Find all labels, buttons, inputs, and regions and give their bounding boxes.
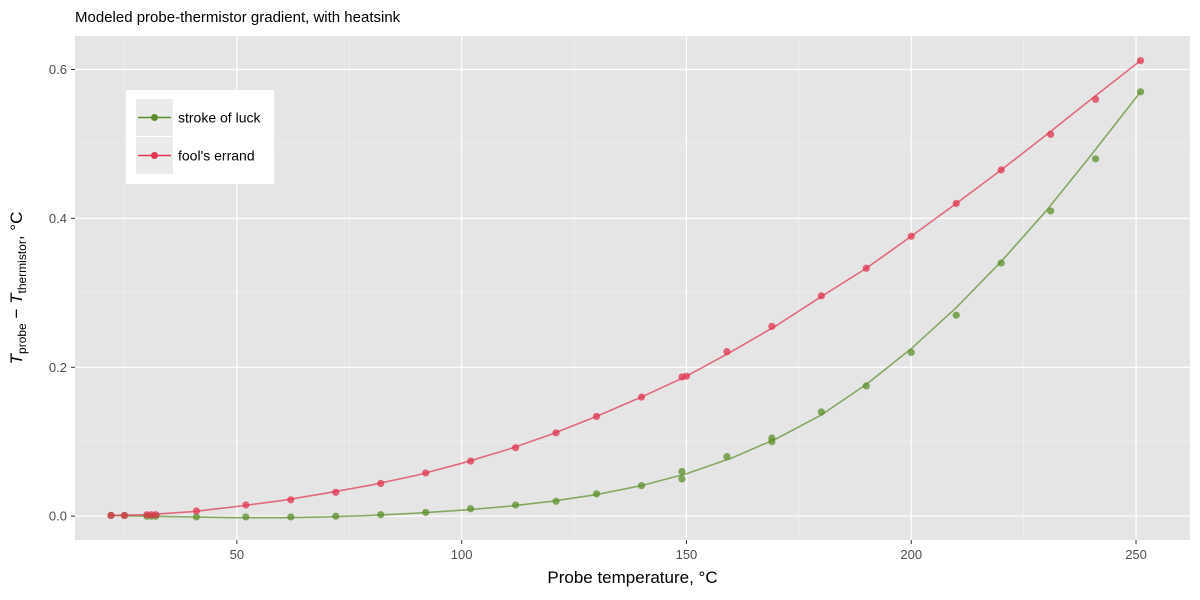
series-0-point-22: [862, 382, 870, 390]
x-tick-label-2: 150: [676, 547, 698, 562]
series-1-point-21: [862, 264, 870, 272]
series-1-point-7: [287, 496, 295, 504]
series-1-point-8: [332, 488, 340, 496]
series-1-point-9: [377, 479, 385, 488]
series-1-point-12: [512, 444, 520, 452]
series-0-point-15: [637, 482, 646, 490]
series-line-1: [110, 59, 1142, 517]
legend-label-fools-errand: fool's errand: [178, 148, 255, 164]
series-1-point-19: [768, 322, 776, 330]
x-tick-label-1: 100: [451, 547, 473, 562]
series-0-point-9: [377, 511, 385, 519]
series-1-point-0: [107, 511, 115, 520]
y-tick-label-2: 0.4: [49, 211, 67, 226]
series-0-point-23: [907, 348, 915, 356]
series-0-point-10: [422, 508, 430, 517]
series-0-point-20: [768, 434, 776, 442]
y-axis-title-sub1: probe: [15, 323, 29, 354]
series-1-point-6: [242, 501, 250, 509]
y-axis-title-minus: −: [7, 304, 26, 323]
x-axis-title: Probe temperature, °C: [547, 568, 717, 587]
y-tick-label-3: 0.6: [49, 62, 67, 77]
series-1-point-26: [1091, 95, 1100, 103]
y-tick-label-1: 0.2: [49, 360, 67, 375]
series-1-point-20: [817, 292, 825, 300]
series-1-point-14: [592, 412, 601, 421]
series-0-point-28: [1136, 88, 1145, 96]
series-0-point-8: [332, 512, 340, 520]
series-0-point-13: [552, 497, 560, 505]
y-axis-title: Tprobe − Tthermistor, °C: [7, 212, 29, 365]
series-0-point-11: [467, 505, 475, 513]
x-tick-label-0: 50: [230, 547, 244, 562]
data-points: [107, 56, 1145, 521]
series-1-point-25: [1047, 130, 1055, 138]
series-0-point-25: [997, 259, 1005, 267]
series-0-point-12: [512, 501, 520, 509]
y-axis-title-t1: T: [7, 352, 26, 364]
y-tick-label-0: 0.0: [49, 509, 67, 524]
series-0-point-17: [678, 467, 686, 476]
series-0-point-27: [1091, 155, 1100, 163]
series-1-point-22: [907, 232, 915, 240]
series-1-point-4: [152, 511, 160, 519]
legend-point-stroke-of-luck: [151, 114, 158, 121]
series-1-point-18: [723, 348, 731, 356]
legend: stroke of luck fool's errand: [126, 90, 274, 184]
series-1-point-5: [192, 507, 200, 515]
y-axis-title-t2: T: [7, 292, 26, 304]
series-0-point-24: [952, 311, 960, 319]
series-1-point-1: [120, 511, 129, 520]
series-0-point-16: [678, 475, 686, 483]
series-1-point-17: [682, 372, 691, 380]
legend-point-fools-errand: [151, 152, 158, 159]
x-tick-label-3: 200: [900, 547, 922, 562]
series-0-point-7: [287, 513, 295, 521]
y-axis-title-sub2: thermistor: [15, 240, 29, 293]
series-1-point-13: [552, 429, 560, 437]
legend-label-stroke-of-luck: stroke of luck: [178, 110, 261, 126]
series-1-point-15: [637, 393, 646, 401]
fit-curves: [110, 59, 1142, 519]
series-1-point-10: [422, 469, 430, 477]
series-1-point-11: [467, 457, 475, 465]
chart-title: Modeled probe-thermistor gradient, with …: [75, 9, 401, 26]
series-0-point-18: [723, 453, 731, 461]
series-1-point-27: [1136, 56, 1145, 65]
y-axis-title-unit: , °C: [7, 212, 26, 241]
series-1-point-23: [952, 199, 960, 208]
series-line-0: [110, 91, 1142, 519]
series-0-point-5: [192, 513, 200, 521]
axes: 50 100 150 200 250 0.0 0.2 0.4 0.6: [49, 62, 1147, 562]
series-0-point-26: [1047, 207, 1055, 215]
series-1-point-24: [997, 166, 1005, 174]
series-0-point-21: [817, 408, 825, 416]
x-tick-label-4: 250: [1125, 547, 1147, 562]
series-0-point-14: [592, 490, 601, 498]
series-0-point-6: [242, 513, 250, 521]
